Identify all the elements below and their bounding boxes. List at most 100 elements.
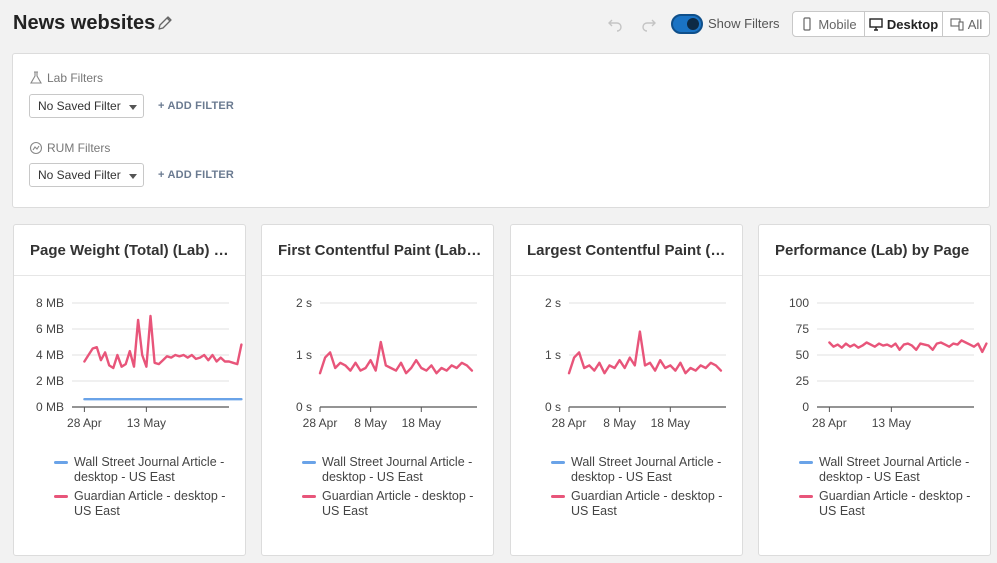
chart-card-page-weight: Page Weight (Total) (Lab) by Page 0 MB 2 …	[13, 224, 246, 556]
legend-swatch	[54, 461, 68, 464]
x-tick-label: 8 May	[603, 416, 636, 430]
x-tick-label: 13 May	[872, 416, 911, 430]
card-title[interactable]: Page Weight (Total) (Lab) by Page	[30, 242, 235, 259]
card-divider	[511, 275, 742, 276]
y-tick-label: 2 MB	[36, 374, 64, 388]
series-line-guardian	[318, 340, 474, 375]
legend-item-wsj[interactable]: Wall Street Journal Article - desktop - …	[551, 455, 736, 485]
legend-swatch	[551, 461, 565, 464]
lab-filters-heading: Lab Filters	[29, 71, 103, 85]
page-title: News websites	[13, 12, 156, 34]
x-tick-label: 13 May	[127, 416, 166, 430]
legend-item-guardian[interactable]: Guardian Article - desktop - US East	[799, 489, 984, 519]
x-tick-label: 18 May	[651, 416, 690, 430]
gauge-icon	[29, 141, 43, 155]
fcp-chart: 0 s 1 s 2 s 28 Apr 8 May 18 May	[296, 296, 477, 430]
card-divider	[262, 275, 493, 276]
lab-saved-filter-value: No Saved Filter	[38, 99, 121, 113]
x-tick-label: 18 May	[402, 416, 441, 430]
x-tick-label: 28 Apr	[303, 416, 338, 430]
chart-legend: Wall Street Journal Article - desktop - …	[54, 455, 239, 523]
legend-swatch	[54, 495, 68, 498]
card-title[interactable]: Largest Contentful Paint (Lab) by Page	[527, 242, 732, 259]
chart-card-lcp: Largest Contentful Paint (Lab) by Page 0…	[510, 224, 743, 556]
undo-icon[interactable]	[606, 15, 624, 33]
legend-swatch	[302, 461, 316, 464]
y-tick-label: 1 s	[545, 348, 561, 362]
pencil-icon[interactable]	[156, 14, 174, 32]
legend-item-wsj[interactable]: Wall Street Journal Article - desktop - …	[302, 455, 487, 485]
legend-label: Wall Street Journal Article - desktop - …	[322, 455, 473, 484]
card-divider	[759, 275, 990, 276]
lab-add-filter-button[interactable]: + ADD FILTER	[158, 100, 235, 112]
card-title[interactable]: First Contentful Paint (Lab) by Page	[278, 242, 483, 259]
rum-add-filter-button[interactable]: + ADD FILTER	[158, 169, 235, 181]
page-header: News websites Show Filters Mobile Deskto…	[0, 0, 997, 48]
legend-swatch	[551, 495, 565, 498]
performance-chart: 0 25 50 75 100 28 Apr 13 May	[789, 296, 988, 430]
view-all-button[interactable]: All	[943, 12, 989, 36]
legend-item-guardian[interactable]: Guardian Article - desktop - US East	[54, 489, 239, 519]
lab-filters-label: Lab Filters	[47, 71, 104, 85]
show-filters-toggle[interactable]	[671, 14, 703, 34]
legend-label: Wall Street Journal Article - desktop - …	[571, 455, 722, 484]
x-tick-label: 28 Apr	[812, 416, 847, 430]
chart-legend: Wall Street Journal Article - desktop - …	[302, 455, 487, 523]
y-tick-label: 2 s	[545, 296, 561, 310]
desktop-icon	[869, 18, 883, 31]
card-title[interactable]: Performance (Lab) by Page	[775, 242, 970, 259]
chevron-down-icon	[129, 105, 137, 110]
view-mobile-button[interactable]: Mobile	[793, 12, 865, 36]
rum-saved-filter-select[interactable]: No Saved Filter	[29, 163, 144, 187]
legend-swatch	[799, 495, 813, 498]
chevron-down-icon	[129, 174, 137, 179]
show-filters-label: Show Filters	[708, 16, 780, 31]
legend-item-guardian[interactable]: Guardian Article - desktop - US East	[551, 489, 736, 519]
view-desktop-button[interactable]: Desktop	[865, 12, 943, 36]
legend-label: Wall Street Journal Article - desktop - …	[819, 455, 970, 484]
series-line-guardian	[828, 339, 988, 354]
view-desktop-label: Desktop	[886, 16, 939, 32]
y-tick-label: 25	[796, 374, 810, 388]
chart-legend: Wall Street Journal Article - desktop - …	[551, 455, 736, 523]
x-tick-label: 8 May	[354, 416, 387, 430]
redo-icon[interactable]	[640, 15, 658, 33]
chart-legend: Wall Street Journal Article - desktop - …	[799, 455, 984, 523]
page-weight-chart: 0 MB 2 MB 4 MB 6 MB 8 MB 28 Apr 13 May	[36, 296, 243, 430]
x-tick-label: 28 Apr	[552, 416, 587, 430]
y-tick-label: 0	[802, 400, 809, 414]
legend-label: Guardian Article - desktop - US East	[74, 489, 226, 518]
y-tick-label: 8 MB	[36, 296, 64, 310]
legend-item-wsj[interactable]: Wall Street Journal Article - desktop - …	[54, 455, 239, 485]
y-tick-label: 6 MB	[36, 322, 64, 336]
flask-icon	[30, 71, 42, 84]
legend-label: Guardian Article - desktop - US East	[322, 489, 474, 518]
legend-label: Guardian Article - desktop - US East	[819, 489, 971, 518]
filters-panel: Lab Filters No Saved Filter + ADD FILTER…	[12, 53, 990, 208]
mobile-icon	[803, 17, 811, 31]
view-mobile-label: Mobile	[818, 16, 857, 32]
legend-item-wsj[interactable]: Wall Street Journal Article - desktop - …	[799, 455, 984, 485]
y-tick-label: 50	[796, 348, 810, 362]
rum-saved-filter-value: No Saved Filter	[38, 168, 121, 182]
y-tick-label: 4 MB	[36, 348, 64, 362]
toggle-knob	[687, 18, 699, 30]
y-tick-label: 75	[796, 322, 810, 336]
device-view-switcher: Mobile Desktop All	[792, 11, 990, 37]
view-all-label: All	[967, 16, 983, 32]
all-devices-icon	[950, 18, 964, 31]
series-line-guardian	[567, 330, 723, 375]
rum-filters-label: RUM Filters	[47, 141, 111, 155]
legend-item-guardian[interactable]: Guardian Article - desktop - US East	[302, 489, 487, 519]
y-tick-label: 0 s	[545, 400, 561, 414]
card-divider	[14, 275, 245, 276]
y-tick-label: 0 MB	[36, 400, 64, 414]
legend-label: Guardian Article - desktop - US East	[571, 489, 723, 518]
y-tick-label: 100	[789, 296, 809, 310]
legend-swatch	[302, 495, 316, 498]
lab-saved-filter-select[interactable]: No Saved Filter	[29, 94, 144, 118]
chart-card-fcp: First Contentful Paint (Lab) by Page 0 s…	[261, 224, 494, 556]
x-tick-label: 28 Apr	[67, 416, 102, 430]
legend-swatch	[799, 461, 813, 464]
y-tick-label: 2 s	[296, 296, 312, 310]
